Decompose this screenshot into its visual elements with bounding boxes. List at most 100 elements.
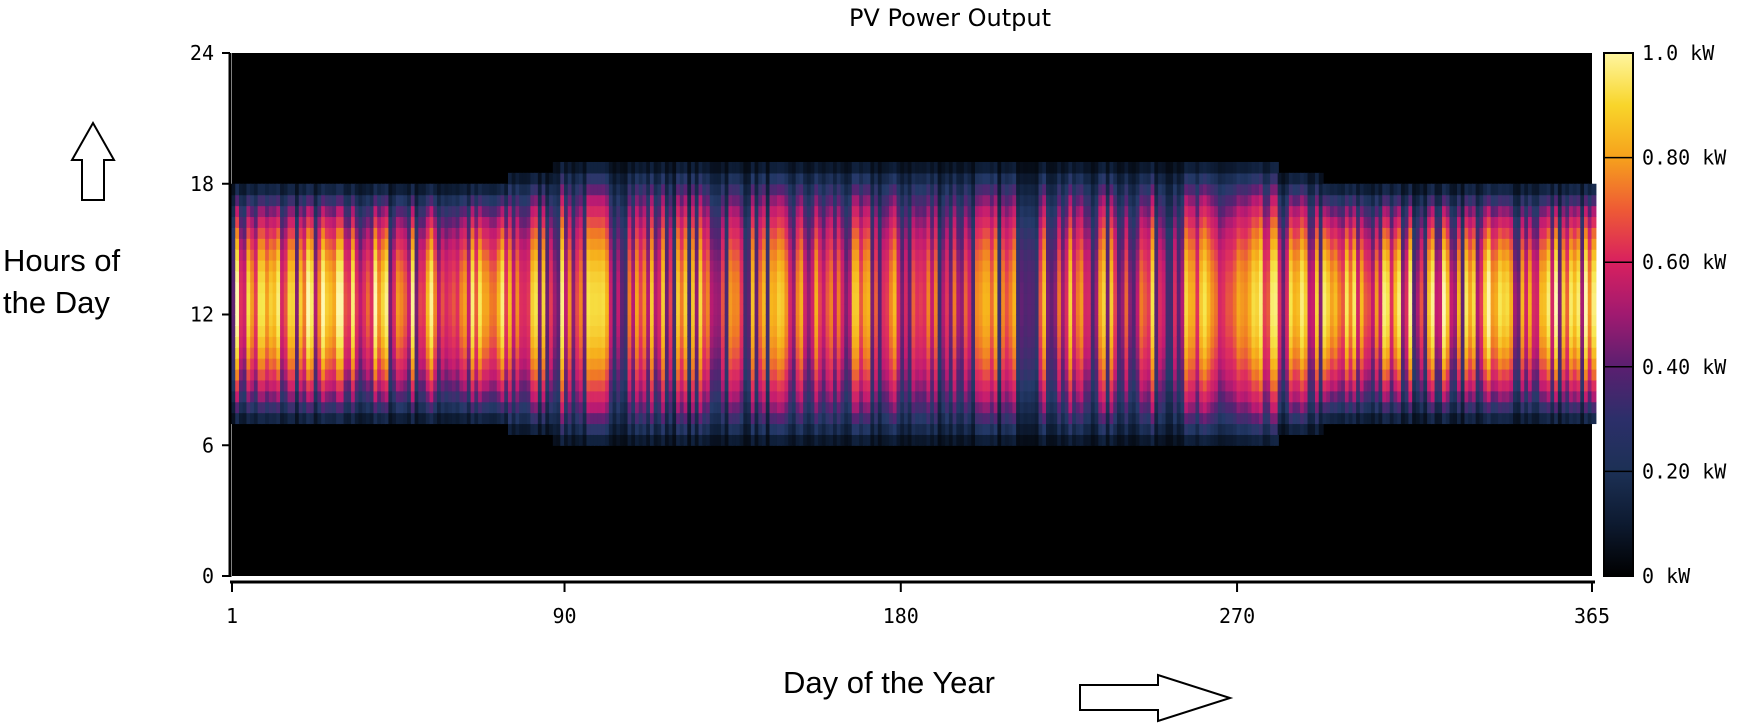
heatmap-cell xyxy=(948,172,954,185)
heatmap-cell xyxy=(735,216,741,228)
heatmap-cell xyxy=(336,249,342,261)
heatmap-cell xyxy=(511,249,517,261)
heatmap-cell xyxy=(369,358,375,370)
heatmap-cell xyxy=(414,292,420,305)
heatmap-cell xyxy=(933,347,939,359)
heatmap-cell xyxy=(593,434,599,446)
heatmap-cell xyxy=(945,347,951,359)
heatmap-cell xyxy=(433,249,439,261)
heatmap-cell xyxy=(657,194,663,207)
heatmap-cell xyxy=(605,270,611,283)
heatmap-cell xyxy=(739,270,745,283)
heatmap-cell xyxy=(280,390,285,403)
heatmap-cell xyxy=(743,336,749,348)
heatmap-cell xyxy=(578,205,584,218)
heatmap-cell xyxy=(967,314,973,326)
heatmap-cell xyxy=(791,368,797,381)
heatmap-cell xyxy=(564,390,569,403)
heatmap-cell xyxy=(702,379,708,392)
heatmap-cell xyxy=(735,227,741,239)
heatmap-cell xyxy=(564,238,569,250)
heatmap-cell xyxy=(496,325,502,337)
heatmap-cell xyxy=(582,412,588,425)
heatmap-cell xyxy=(750,194,756,207)
heatmap-cell xyxy=(960,401,965,414)
heatmap-cell xyxy=(941,401,947,414)
heatmap-cell xyxy=(810,238,816,250)
heatmap-cell xyxy=(336,205,342,218)
heatmap-cell xyxy=(892,434,898,446)
heatmap-cell xyxy=(821,227,827,239)
heatmap-cell xyxy=(803,390,809,403)
heatmap-cell xyxy=(242,249,248,261)
heatmap-cell xyxy=(332,281,338,294)
heatmap-cell xyxy=(661,183,667,196)
heatmap-cell xyxy=(336,390,342,403)
heatmap-cell xyxy=(784,303,790,316)
heatmap-cell xyxy=(889,390,895,403)
heatmap-cell xyxy=(351,303,356,316)
heatmap-cell xyxy=(687,368,693,381)
heatmap-cell xyxy=(818,183,824,196)
heatmap-cell xyxy=(526,390,532,403)
heatmap-cell xyxy=(287,390,293,403)
heatmap-cell xyxy=(407,358,413,370)
heatmap-cell xyxy=(623,238,629,250)
heatmap-cell xyxy=(743,314,749,326)
heatmap-cell xyxy=(687,347,693,359)
heatmap-cell xyxy=(788,401,794,414)
heatmap-cell xyxy=(265,281,271,294)
heatmap-cell xyxy=(560,227,566,239)
heatmap-cell xyxy=(384,368,390,381)
heatmap-cell xyxy=(653,281,659,294)
heatmap-cell xyxy=(388,227,394,239)
heatmap-cell xyxy=(728,205,734,218)
heatmap-cell xyxy=(635,412,640,425)
heatmap-cell xyxy=(414,281,420,294)
heatmap-cell xyxy=(870,249,876,261)
heatmap-cell xyxy=(806,227,812,239)
heatmap-cell xyxy=(653,379,659,392)
heatmap-cell xyxy=(295,314,300,326)
heatmap-cell xyxy=(750,205,756,218)
heatmap-cell xyxy=(343,358,349,370)
heatmap-cell xyxy=(679,205,685,218)
heatmap-cell xyxy=(295,270,300,283)
heatmap-cell xyxy=(347,412,353,425)
heatmap-cell xyxy=(395,368,401,381)
heatmap-cell xyxy=(261,368,267,381)
heatmap-cell xyxy=(511,303,517,316)
heatmap-cell xyxy=(593,336,599,348)
heatmap-cell xyxy=(347,205,353,218)
heatmap-cell xyxy=(530,368,536,381)
heatmap-cell xyxy=(451,183,457,196)
heatmap-cell xyxy=(776,336,782,348)
heatmap-cell xyxy=(840,216,846,228)
heatmap-cell xyxy=(829,292,835,305)
heatmap-cell xyxy=(975,270,980,283)
heatmap-cell xyxy=(448,238,454,250)
heatmap-cell xyxy=(608,401,614,414)
heatmap-cell xyxy=(306,347,312,359)
heatmap-cell xyxy=(287,183,293,196)
heatmap-cell xyxy=(930,412,936,425)
heatmap-cell xyxy=(567,172,573,185)
heatmap-cell xyxy=(904,368,909,381)
heatmap-cell xyxy=(328,270,334,283)
heatmap-cell xyxy=(414,303,420,316)
heatmap-cell xyxy=(593,368,599,381)
heatmap-cell xyxy=(735,390,741,403)
heatmap-cell xyxy=(474,368,480,381)
heatmap-cell xyxy=(967,336,973,348)
heatmap-cell xyxy=(575,183,581,196)
heatmap-cell xyxy=(773,368,779,381)
heatmap-cell xyxy=(567,183,573,196)
heatmap-cell xyxy=(332,336,338,348)
heatmap-cell xyxy=(881,216,887,228)
heatmap-cell xyxy=(735,281,741,294)
heatmap-cell xyxy=(601,281,607,294)
heatmap-cell xyxy=(851,368,857,381)
heatmap-cell xyxy=(676,379,682,392)
heatmap-cell xyxy=(373,347,379,359)
heatmap-cell xyxy=(440,336,446,348)
